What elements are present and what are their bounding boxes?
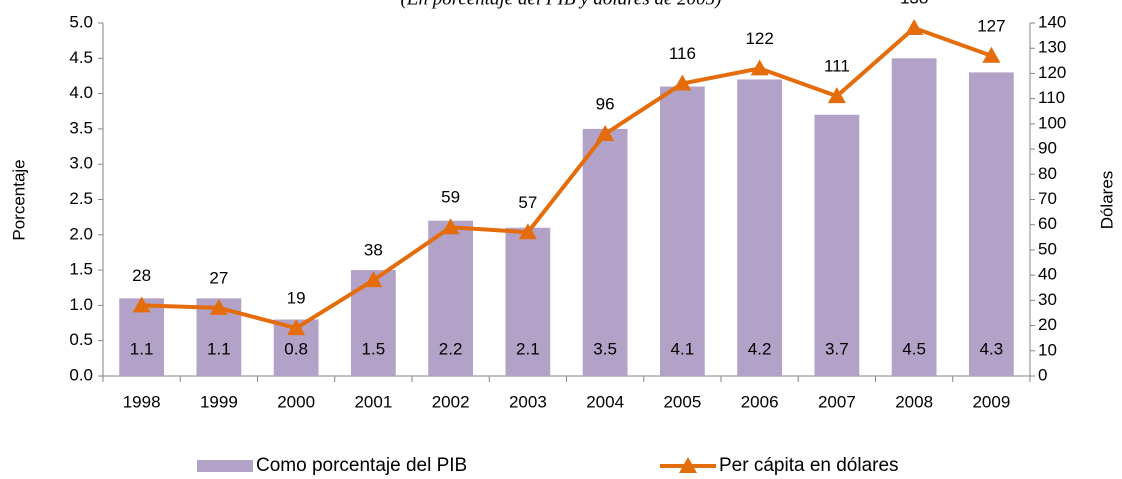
x-tick-label: 2008 [895, 392, 933, 411]
line-value-label: 27 [209, 268, 228, 287]
x-tick-label: 2003 [509, 392, 547, 411]
bar-value-label: 2.2 [439, 339, 463, 358]
bar [891, 58, 937, 377]
line-value-label: 111 [824, 57, 850, 76]
y-tick-label: 1.0 [69, 295, 93, 314]
y2-tick-label: 10 [1038, 340, 1057, 359]
line-marker [364, 271, 383, 288]
y2-tick-label: 70 [1038, 189, 1057, 208]
y2-tick-label: 40 [1038, 265, 1057, 284]
legend-swatch [197, 460, 253, 472]
line-value-label: 57 [518, 193, 537, 212]
line-value-label: 116 [669, 44, 696, 63]
line-value-label: 59 [441, 188, 460, 207]
line-value-label: 138 [900, 0, 928, 8]
x-tick-label: 2001 [354, 392, 392, 411]
y-tick-label: 0.5 [69, 330, 93, 349]
bar-value-label: 3.7 [825, 339, 849, 358]
line-marker [441, 218, 460, 235]
line-value-label: 127 [977, 16, 1005, 35]
line-marker [827, 87, 846, 104]
bar-value-label: 2.1 [516, 339, 540, 358]
bar-value-label: 3.5 [593, 339, 617, 358]
x-tick-label: 2006 [741, 392, 779, 411]
line-marker [750, 59, 769, 76]
y2-tick-label: 130 [1038, 38, 1066, 57]
y2-tick-label: 140 [1038, 12, 1066, 31]
y2-tick-label: 120 [1038, 63, 1066, 82]
y-tick-label: 5.0 [69, 12, 93, 31]
x-tick-label: 2000 [277, 392, 315, 411]
x-tick-label: 2004 [586, 392, 624, 411]
line-value-label: 19 [287, 289, 306, 308]
y2-tick-label: 110 [1038, 88, 1065, 107]
legend-marker [679, 457, 697, 473]
line [141, 25, 993, 331]
bar [582, 128, 628, 376]
line-value-label: 38 [364, 241, 383, 260]
bar-value-label: 4.5 [902, 339, 926, 358]
y-tick-label: 2.5 [69, 189, 93, 208]
line-value-label: 28 [132, 266, 151, 285]
y2-tick-label: 100 [1038, 113, 1066, 132]
bar [814, 114, 860, 376]
bar [737, 79, 783, 376]
y2-tick-label: 90 [1038, 139, 1057, 158]
bar [428, 220, 474, 376]
line-marker [596, 124, 615, 141]
y-axis-label: Porcentaje [9, 159, 28, 240]
y2-tick-label: 30 [1038, 290, 1057, 309]
bar-value-label: 4.1 [671, 339, 695, 358]
y-tick-label: 1.5 [69, 260, 93, 279]
y-tick-label: 0.0 [69, 365, 93, 384]
legend-label: Como porcentaje del PIB [256, 455, 467, 476]
line-marker [209, 298, 228, 315]
line-marker [287, 319, 306, 336]
x-tick-label: 2002 [432, 392, 470, 411]
bar [968, 72, 1014, 377]
y-tick-label: 3.0 [69, 154, 93, 173]
line-marker [132, 296, 151, 313]
x-tick-label: 1998 [123, 392, 161, 411]
y-tick-label: 2.0 [69, 224, 93, 243]
line-marker [905, 19, 924, 36]
bar-value-label: 1.1 [207, 339, 231, 358]
bar-value-label: 4.3 [980, 339, 1004, 358]
bar-value-label: 1.5 [362, 339, 386, 358]
line-marker [982, 46, 1001, 63]
x-tick-label: 2005 [663, 392, 701, 411]
line-value-label: 96 [596, 94, 615, 113]
x-tick-label: 2007 [818, 392, 856, 411]
line-value-label: 122 [745, 29, 773, 48]
x-tick-label: 1999 [200, 392, 238, 411]
y-tick-label: 3.5 [69, 118, 93, 137]
bar [659, 86, 705, 376]
y-tick-label: 4.5 [69, 48, 93, 67]
line-marker [673, 74, 692, 91]
y2-tick-label: 60 [1038, 214, 1057, 233]
y2-tick-label: 20 [1038, 315, 1057, 334]
bar-value-label: 4.2 [748, 339, 772, 358]
chart-subtitle: (En porcentaje del PIB y dólares de 2005… [401, 0, 722, 9]
y2-tick-label: 0 [1038, 365, 1047, 384]
y2-axis-label: Dólares [1097, 171, 1116, 230]
legend-label: Per cápita en dólares [719, 455, 899, 476]
x-tick-label: 2009 [972, 392, 1010, 411]
y2-tick-label: 80 [1038, 164, 1057, 183]
y2-tick-label: 50 [1038, 239, 1057, 258]
bar-value-label: 1.1 [130, 339, 154, 358]
bar [505, 227, 551, 376]
y-tick-label: 4.0 [69, 83, 93, 102]
line-marker [518, 223, 537, 240]
bar-value-label: 0.8 [284, 339, 308, 358]
